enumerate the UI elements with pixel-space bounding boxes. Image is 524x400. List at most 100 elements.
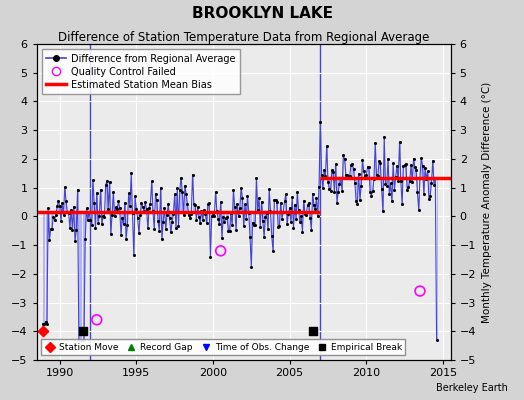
Point <box>213 208 221 214</box>
Point <box>123 222 132 228</box>
Point <box>407 162 415 168</box>
Point <box>216 199 225 205</box>
Point <box>218 234 226 241</box>
Point <box>94 220 102 226</box>
Point <box>228 222 236 229</box>
Point <box>115 205 124 211</box>
Point <box>402 161 410 167</box>
Point <box>420 191 428 197</box>
Point <box>108 212 116 218</box>
Point <box>103 178 111 184</box>
Point <box>45 237 53 243</box>
Point <box>172 225 180 232</box>
Point <box>320 167 329 173</box>
Point <box>52 212 60 218</box>
Point <box>170 191 179 197</box>
Point <box>166 215 174 222</box>
Point <box>405 184 413 191</box>
Point <box>79 328 87 334</box>
Point <box>371 140 379 146</box>
Point <box>335 181 344 188</box>
Legend: Station Move, Record Gap, Time of Obs. Change, Empirical Break: Station Move, Record Gap, Time of Obs. C… <box>41 339 406 356</box>
Point <box>182 191 190 197</box>
Point <box>141 199 149 206</box>
Point <box>278 215 286 222</box>
Point <box>74 337 83 343</box>
Point <box>319 185 327 191</box>
Point <box>260 234 268 240</box>
Point <box>129 252 138 258</box>
Point <box>187 211 195 217</box>
Point <box>198 208 206 214</box>
Point <box>147 178 156 185</box>
Point <box>315 184 323 190</box>
Point <box>280 198 289 204</box>
Point <box>77 337 85 343</box>
Point <box>184 212 193 218</box>
Text: BROOKLYN LAKE: BROOKLYN LAKE <box>191 6 333 21</box>
Point <box>99 213 107 219</box>
Point <box>100 214 108 220</box>
Point <box>297 213 305 220</box>
Point <box>330 188 339 195</box>
Point <box>291 201 299 208</box>
Point <box>259 218 267 224</box>
Point <box>250 222 258 228</box>
Point <box>50 216 59 223</box>
Point <box>191 202 199 208</box>
Point <box>72 227 81 234</box>
Point <box>163 212 171 218</box>
Point <box>344 174 353 181</box>
Point <box>201 210 210 217</box>
Point <box>118 215 126 221</box>
Point <box>155 228 163 234</box>
Point <box>302 212 310 218</box>
Point <box>332 160 340 167</box>
Point <box>256 224 265 230</box>
Point <box>403 187 411 194</box>
Point <box>336 175 345 181</box>
Point <box>376 160 385 166</box>
Point <box>431 175 440 181</box>
Point <box>111 213 119 219</box>
Point <box>229 186 237 193</box>
Point <box>309 190 317 197</box>
Point <box>222 215 230 222</box>
Y-axis label: Monthly Temperature Anomaly Difference (°C): Monthly Temperature Anomaly Difference (… <box>482 81 492 323</box>
Point <box>84 216 92 223</box>
Point <box>370 176 378 182</box>
Point <box>430 182 438 188</box>
Point <box>205 200 213 206</box>
Point <box>188 172 196 178</box>
Point <box>211 189 220 195</box>
Point <box>348 160 356 167</box>
Point <box>79 337 87 343</box>
Point <box>347 162 355 168</box>
Point <box>390 187 399 193</box>
Point <box>105 179 114 185</box>
Point <box>140 208 148 214</box>
Point <box>76 337 84 343</box>
Point <box>43 321 51 328</box>
Point <box>169 210 178 217</box>
Point <box>157 184 165 191</box>
Point <box>236 205 244 212</box>
Point <box>56 202 64 209</box>
Point <box>88 221 96 228</box>
Point <box>421 165 429 171</box>
Point <box>383 183 391 190</box>
Point <box>257 198 266 205</box>
Point <box>106 230 115 237</box>
Point <box>237 184 245 191</box>
Point <box>289 225 298 232</box>
Point <box>63 209 72 215</box>
Point <box>342 172 350 178</box>
Point <box>429 158 437 164</box>
Point <box>417 155 425 161</box>
Point <box>200 207 208 213</box>
Point <box>368 188 377 194</box>
Point <box>179 212 188 218</box>
Point <box>274 224 282 230</box>
Point <box>102 182 110 188</box>
Point <box>70 203 78 210</box>
